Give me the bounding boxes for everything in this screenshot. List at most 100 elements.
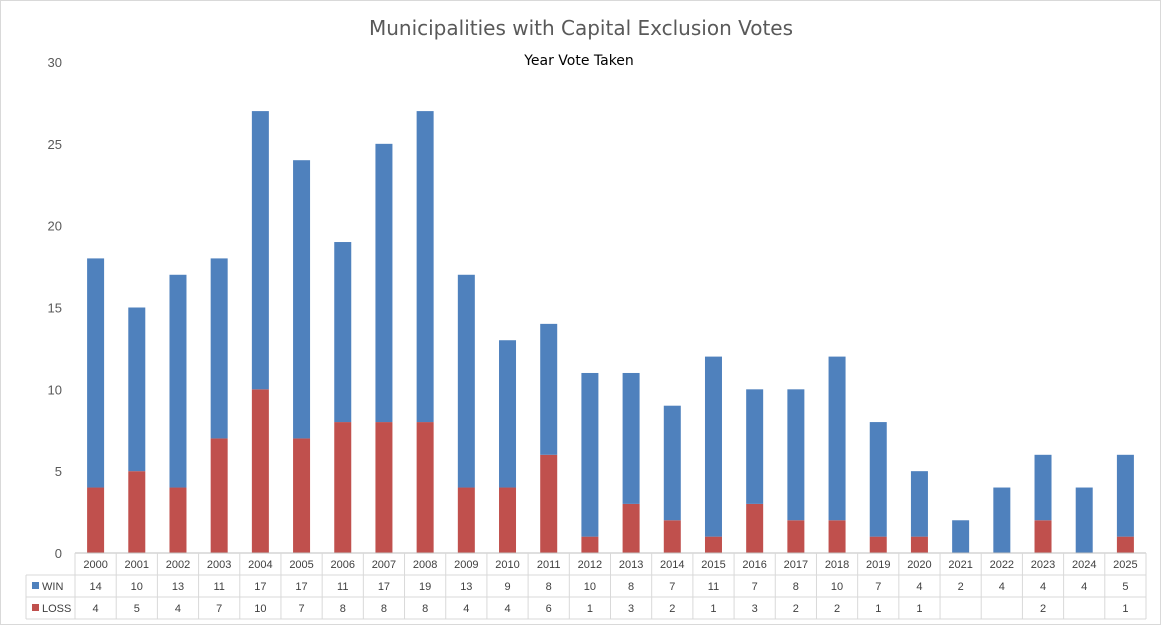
- x-tick-label: 2011: [537, 559, 561, 571]
- bar-loss-2016: [746, 503, 764, 553]
- y-tick-label: 0: [55, 546, 62, 561]
- data-label-win: 19: [419, 581, 431, 593]
- bar-loss-2023: [1034, 520, 1052, 553]
- bar-loss-2009: [457, 487, 475, 553]
- data-label-win: 2: [958, 581, 964, 593]
- bar-win-2022: [993, 487, 1011, 553]
- data-label-win: 8: [546, 581, 552, 593]
- y-tick-label: 30: [48, 55, 62, 70]
- bar-win-2002: [169, 274, 187, 488]
- data-label-loss: 4: [175, 603, 181, 615]
- bar-loss-2015: [704, 536, 722, 553]
- x-tick-label: 2018: [825, 559, 849, 571]
- data-label-win: 7: [669, 581, 675, 593]
- bar-win-2020: [910, 471, 928, 537]
- bar-loss-2006: [334, 422, 352, 553]
- data-label-loss: 1: [875, 603, 881, 615]
- bars: [87, 111, 1134, 553]
- data-label-loss: 1: [710, 603, 716, 615]
- data-label-win: 8: [793, 581, 799, 593]
- x-tick-label: 2000: [83, 559, 107, 571]
- data-label-win: 13: [460, 581, 472, 593]
- bar-win-2005: [293, 160, 311, 439]
- x-tick-label: 2004: [248, 559, 272, 571]
- data-label-loss: 4: [463, 603, 469, 615]
- bar-loss-2014: [663, 520, 681, 553]
- x-tick-label: 2016: [742, 559, 766, 571]
- data-label-win: 4: [1081, 581, 1087, 593]
- bar-loss-2013: [622, 503, 640, 553]
- x-tick-label: 2007: [372, 559, 396, 571]
- data-label-loss: 8: [381, 603, 387, 615]
- bar-win-2000: [87, 258, 105, 488]
- bar-win-2015: [704, 356, 722, 537]
- data-label-loss: 7: [298, 603, 304, 615]
- x-tick-label: 2009: [454, 559, 478, 571]
- data-label-win: 7: [875, 581, 881, 593]
- bar-loss-2020: [910, 536, 928, 553]
- bar-win-2008: [416, 111, 434, 423]
- bar-loss-2008: [416, 422, 434, 553]
- x-tick-label: 2013: [619, 559, 643, 571]
- x-tick-label: 2010: [495, 559, 519, 571]
- legend-key-win: [32, 582, 39, 589]
- x-tick-label: 2006: [331, 559, 355, 571]
- data-table: 2000 2001 2002 2003 2004 2005 2006 2007 2008 2009…: [25, 552, 1147, 620]
- data-label-loss: 7: [216, 603, 222, 615]
- data-label-loss: 2: [669, 603, 675, 615]
- bar-loss-2018: [828, 520, 846, 553]
- data-label-win: 17: [378, 581, 390, 593]
- data-label-loss: 4: [504, 603, 510, 615]
- bar-win-2006: [334, 242, 352, 423]
- bar-loss-2002: [169, 487, 187, 553]
- data-label-loss: 1: [916, 603, 922, 615]
- x-tick-label: 2022: [990, 559, 1014, 571]
- bar-win-2004: [251, 111, 269, 390]
- data-label-win: 4: [916, 581, 922, 593]
- bar-win-2021: [952, 520, 970, 553]
- data-label-loss: 3: [628, 603, 634, 615]
- x-tick-label: 2021: [948, 559, 972, 571]
- x-tick-label: 2024: [1072, 559, 1096, 571]
- bar-win-2023: [1034, 454, 1052, 521]
- bar-win-2014: [663, 405, 681, 521]
- bar-loss-2005: [293, 438, 311, 553]
- data-label-win: 4: [1040, 581, 1046, 593]
- data-label-loss: 10: [254, 603, 266, 615]
- data-label-win: 17: [254, 581, 266, 593]
- x-tick-label: 2017: [784, 559, 808, 571]
- data-label-win: 8: [628, 581, 634, 593]
- data-label-loss: 8: [340, 603, 346, 615]
- data-label-loss: 1: [1122, 603, 1128, 615]
- y-tick-label: 20: [48, 219, 62, 234]
- y-tick-label: 25: [48, 137, 62, 152]
- bar-win-2024: [1075, 487, 1093, 553]
- bar-win-2001: [128, 307, 146, 472]
- bar-loss-2011: [540, 454, 558, 553]
- bar-loss-2001: [128, 471, 146, 553]
- bar-loss-2017: [787, 520, 805, 553]
- x-tick-label: 2005: [289, 559, 313, 571]
- bar-loss-2003: [210, 438, 228, 553]
- bar-loss-2004: [251, 389, 269, 553]
- data-label-win: 9: [504, 581, 510, 593]
- bar-loss-2000: [87, 487, 105, 553]
- data-label-win: 5: [1122, 581, 1128, 593]
- data-label-loss: 6: [546, 603, 552, 615]
- bar-win-2016: [746, 389, 764, 504]
- bar-loss-2025: [1116, 536, 1134, 553]
- y-tick-label: 10: [48, 382, 62, 397]
- data-label-loss: 5: [134, 603, 140, 615]
- bar-win-2007: [375, 143, 393, 423]
- data-label-win: 10: [584, 581, 596, 593]
- x-tick-label: 2023: [1031, 559, 1055, 571]
- bar-win-2012: [581, 372, 599, 537]
- x-tick-label: 2008: [413, 559, 437, 571]
- data-label-loss: 2: [793, 603, 799, 615]
- bar-loss-2012: [581, 536, 599, 553]
- data-label-win: 13: [172, 581, 184, 593]
- data-label-win: 11: [337, 581, 348, 593]
- data-label-win: 11: [708, 581, 719, 593]
